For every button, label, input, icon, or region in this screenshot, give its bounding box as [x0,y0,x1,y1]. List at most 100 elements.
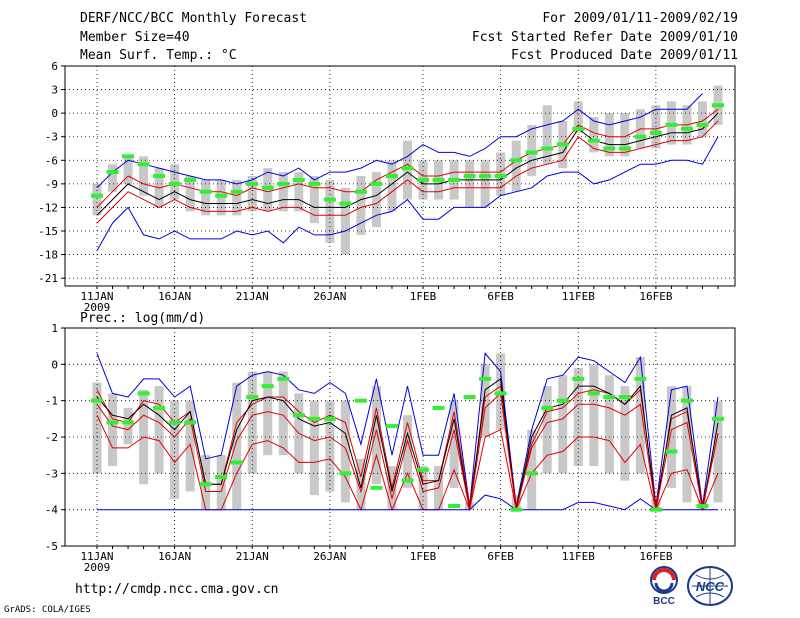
observed-marker [696,504,709,509]
spread-box [542,386,552,474]
spread-box [154,386,164,474]
spread-box [139,156,149,196]
observed-marker [168,181,181,186]
observed-marker [618,395,631,400]
observed-marker [556,398,569,403]
y-tick-label: -4 [45,504,59,517]
chart-title: DERF/NCC/BCC Monthly Forecast [80,11,307,26]
observed-marker [339,471,352,476]
series-min [96,136,719,251]
y-tick-label: -12 [38,201,58,214]
series-floor [97,494,718,511]
y-tick-label: 6 [51,60,58,73]
spread-box [604,113,614,157]
footer-url[interactable]: http://cmdp.ncc.cma.gov.cn [75,582,279,597]
observed-marker [712,103,724,108]
x-tick-label: 16FEB [639,550,672,563]
spread-box [123,407,133,445]
x-tick-label: 16JAN [158,550,191,563]
spread-box [356,176,366,235]
observed-marker [634,376,647,381]
observed-marker [137,162,150,167]
observed-marker [401,166,414,171]
series-max [96,352,719,507]
spread-box [511,140,521,192]
observed-marker [587,391,600,396]
x-year-label: 2009 [84,301,111,314]
observed-marker [603,146,616,151]
spread-box [666,386,676,488]
spread-box [294,172,304,212]
spread-box [278,172,288,212]
spread-box [340,400,350,503]
x-tick-label: 16FEB [639,290,672,303]
forecast-produced-date: Fcst Produced Date 2009/01/11 [511,48,738,63]
observed-marker [680,126,693,131]
spread-box [247,176,257,212]
y-tick-label: 0 [51,107,58,120]
member-size-label: Member Size=40 [80,30,190,45]
observed-marker [153,174,166,178]
spread-box [325,179,335,243]
spread-box [185,176,195,212]
x-tick-label: 21JAN [236,550,269,563]
spread-box [201,179,211,216]
observed-marker [448,177,461,182]
observed-marker [401,478,414,483]
observed-marker [106,170,119,175]
observed-marker [510,158,523,163]
x-year-label: 2009 [84,561,111,574]
spread-box [108,164,118,192]
spread-box [620,386,630,481]
y-tick-label: -15 [38,225,58,238]
observed-marker [510,507,523,512]
observed-marker [261,384,274,389]
spread-box [418,466,428,510]
observed-marker [106,420,119,425]
ncc-logo: NCC [687,566,733,606]
y-tick-label: 3 [51,84,58,97]
observed-marker [417,467,430,472]
spread-box [573,101,583,133]
spread-box [620,113,630,157]
observed-marker [215,193,228,198]
observed-marker [230,460,243,465]
observed-marker [417,177,430,182]
spread-box [682,386,692,503]
series-min [96,414,719,512]
observed-marker [122,420,135,425]
y-tick-label: -3 [45,131,58,144]
ncc-logo-text: NCC [696,579,725,594]
observed-marker [448,504,461,509]
x-tick-label: 26JAN [313,290,346,303]
observed-marker [494,174,507,178]
y-tick-label: -3 [45,467,58,480]
x-tick-label: 11JAN [80,550,113,563]
bcc-logo-text: BCC [653,596,675,607]
observed-marker [432,405,445,410]
y-tick-label: 1 [51,322,58,335]
observed-marker [91,193,103,198]
observed-marker [618,146,631,151]
observed-marker [603,395,616,400]
x-tick-label: 16JAN [158,290,191,303]
observed-marker [463,395,476,400]
observed-marker [354,398,367,403]
spread-box [697,101,707,137]
spread-box [635,357,645,474]
observed-marker [680,398,693,403]
observed-marker [246,181,259,186]
forecast-period: For 2009/01/11-2009/02/19 [542,11,738,26]
observed-marker [308,416,321,421]
observed-marker [525,471,538,476]
spread-box [247,371,257,474]
observed-marker [153,405,166,410]
observed-marker [525,150,538,155]
y-tick-label: 0 [51,358,58,371]
observed-marker [432,177,445,182]
variable-label: Mean Surf. Temp.: °C [80,48,237,63]
observed-marker [308,181,321,186]
observed-marker [184,177,197,182]
observed-marker [246,395,259,400]
observed-marker [277,181,290,186]
